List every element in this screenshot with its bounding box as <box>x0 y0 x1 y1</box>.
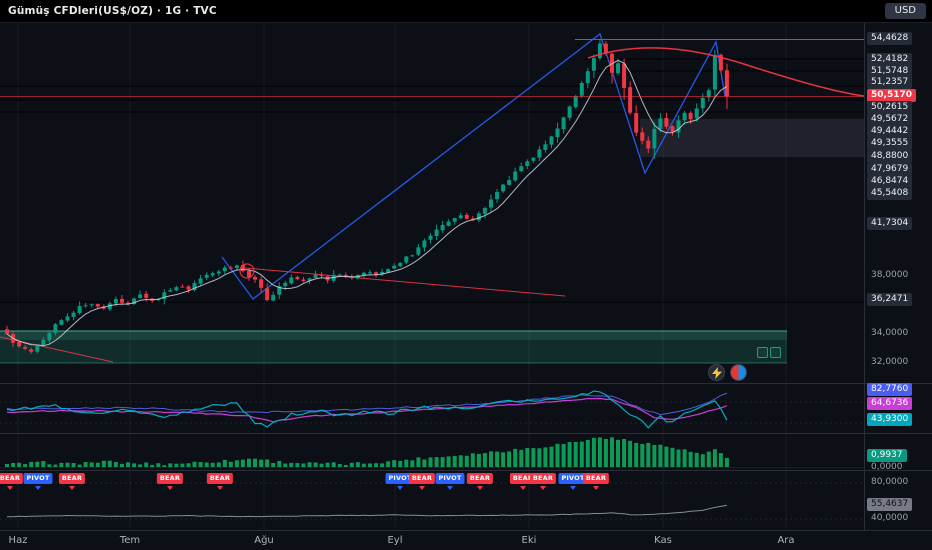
signal-chip-bear: BEAR <box>0 473 24 484</box>
signal-line <box>6 504 727 518</box>
time-axis-label: Ara <box>777 535 795 546</box>
signal-arrow-bear <box>217 486 223 490</box>
signal-chip-bear: BEAR <box>206 473 234 484</box>
signal-chip-bear: BEAR <box>58 473 86 484</box>
signals-panel: BEAR PIVOT BEAR BEAR BEAR PIVOT BEAR PIVOT BEAR B… <box>0 473 864 528</box>
oscillator-value-chip: 82,7760 <box>867 383 913 396</box>
zigzag-line <box>221 32 726 300</box>
long-ma-line <box>587 47 865 97</box>
time-axis-label: Kas <box>654 535 672 546</box>
highlight-circle <box>239 263 255 279</box>
signal-value-chip: 55,4637 <box>867 498 913 511</box>
support-zone <box>0 331 787 363</box>
time-axis-label: Haz <box>8 535 28 546</box>
price-axis-label: 45,5408 <box>867 187 913 200</box>
zone-badge <box>770 347 781 358</box>
flag-icon[interactable] <box>730 364 747 381</box>
price-axis-label: 49,5672 <box>867 113 913 126</box>
signal-arrow-bear <box>593 486 599 490</box>
histogram-value-chip: 0,9937 <box>867 449 907 462</box>
time-axis-label: Ağu <box>254 535 274 546</box>
time-axis-label: Tem <box>119 535 141 546</box>
price-axis-label: 32,0000 <box>871 357 909 367</box>
price-axis-label: 50,2615 <box>867 101 913 114</box>
trend-line-down <box>244 267 566 297</box>
signal-chip-bear: BEAR <box>582 473 610 484</box>
price-axis-label: 49,4442 <box>867 125 913 138</box>
zone-badge <box>757 347 768 358</box>
price-axis[interactable]: 82,7760 64,6736 43,9300 0,9937 0,0000 80… <box>864 22 932 530</box>
signal-arrow-pivot <box>35 486 41 490</box>
signal-arrow-bear <box>167 486 173 490</box>
histogram-series <box>5 437 729 467</box>
price-axis-label: 49,3555 <box>867 137 913 150</box>
time-axis[interactable]: Haz Tem Ağu Eyl Eki Kas Ara <box>0 530 932 550</box>
candlestick-series <box>5 39 729 354</box>
signal-arrow-pivot <box>397 486 403 490</box>
signal-chip-bear: BEAR <box>509 473 537 484</box>
price-axis-label: 34,0000 <box>871 328 909 338</box>
last-price-label: 50,5170 <box>867 89 916 102</box>
price-axis-label: 46,8474 <box>867 175 913 188</box>
signal-arrow-pivot <box>447 486 453 490</box>
signal-arrow-bear <box>69 486 75 490</box>
signal-scale-label: 40,0000 <box>871 513 909 523</box>
signal-arrow-pivot <box>570 486 576 490</box>
histogram-zero-label: 0,0000 <box>871 462 903 472</box>
signal-chip-bear: BEAR <box>408 473 436 484</box>
resistance-zone <box>640 119 864 157</box>
signal-chip-pivot: PIVOT <box>385 473 415 484</box>
price-axis-label: 48,8800 <box>867 150 913 163</box>
signal-chip-bear: BEAR <box>529 473 557 484</box>
signal-chip-pivot: PIVOT <box>435 473 465 484</box>
chart-quick-buttons <box>708 364 747 381</box>
signal-arrow-bear <box>477 486 483 490</box>
osc-slow-line <box>6 397 728 423</box>
signal-chip-bear: BEAR <box>466 473 494 484</box>
signal-scale-label: 80,0000 <box>871 477 909 487</box>
signal-chip-pivot: PIVOT <box>23 473 53 484</box>
price-axis-label: 47,9679 <box>867 163 913 176</box>
time-axis-label: Eyl <box>387 535 403 546</box>
symbol-title[interactable]: Gümüş CFDleri(US$/OZ) · 1G · TVC <box>8 5 217 17</box>
oscillator-value-chip: 43,9300 <box>867 413 913 426</box>
price-axis-label: 51,2357 <box>867 76 913 89</box>
price-axis-label: 51,5748 <box>867 65 913 78</box>
lightning-icon[interactable] <box>708 364 725 381</box>
osc-fast-line <box>6 390 728 429</box>
ma-line <box>6 59 728 347</box>
signal-chip-bear: BEAR <box>156 473 184 484</box>
signal-arrow-bear <box>7 486 13 490</box>
currency-button[interactable]: USD <box>884 3 926 19</box>
zone-badge-icons <box>757 347 781 358</box>
price-axis-label: 38,0000 <box>871 270 909 280</box>
price-axis-label: 54,4628 <box>867 32 913 45</box>
price-axis-label: 52,4182 <box>867 53 913 66</box>
top-bar: Gümüş CFDleri(US$/OZ) · 1G · TVC USD <box>0 0 932 23</box>
signal-arrow-bear <box>540 486 546 490</box>
time-axis-label: Eki <box>521 535 537 546</box>
price-axis-label: 36,2471 <box>867 293 913 306</box>
signal-arrow-bear <box>520 486 526 490</box>
price-axis-label: 41,7304 <box>867 217 913 230</box>
signal-chip-pivot: PIVOT <box>558 473 588 484</box>
oscillator-value-chip: 64,6736 <box>867 397 913 410</box>
signal-arrow-bear <box>419 486 425 490</box>
